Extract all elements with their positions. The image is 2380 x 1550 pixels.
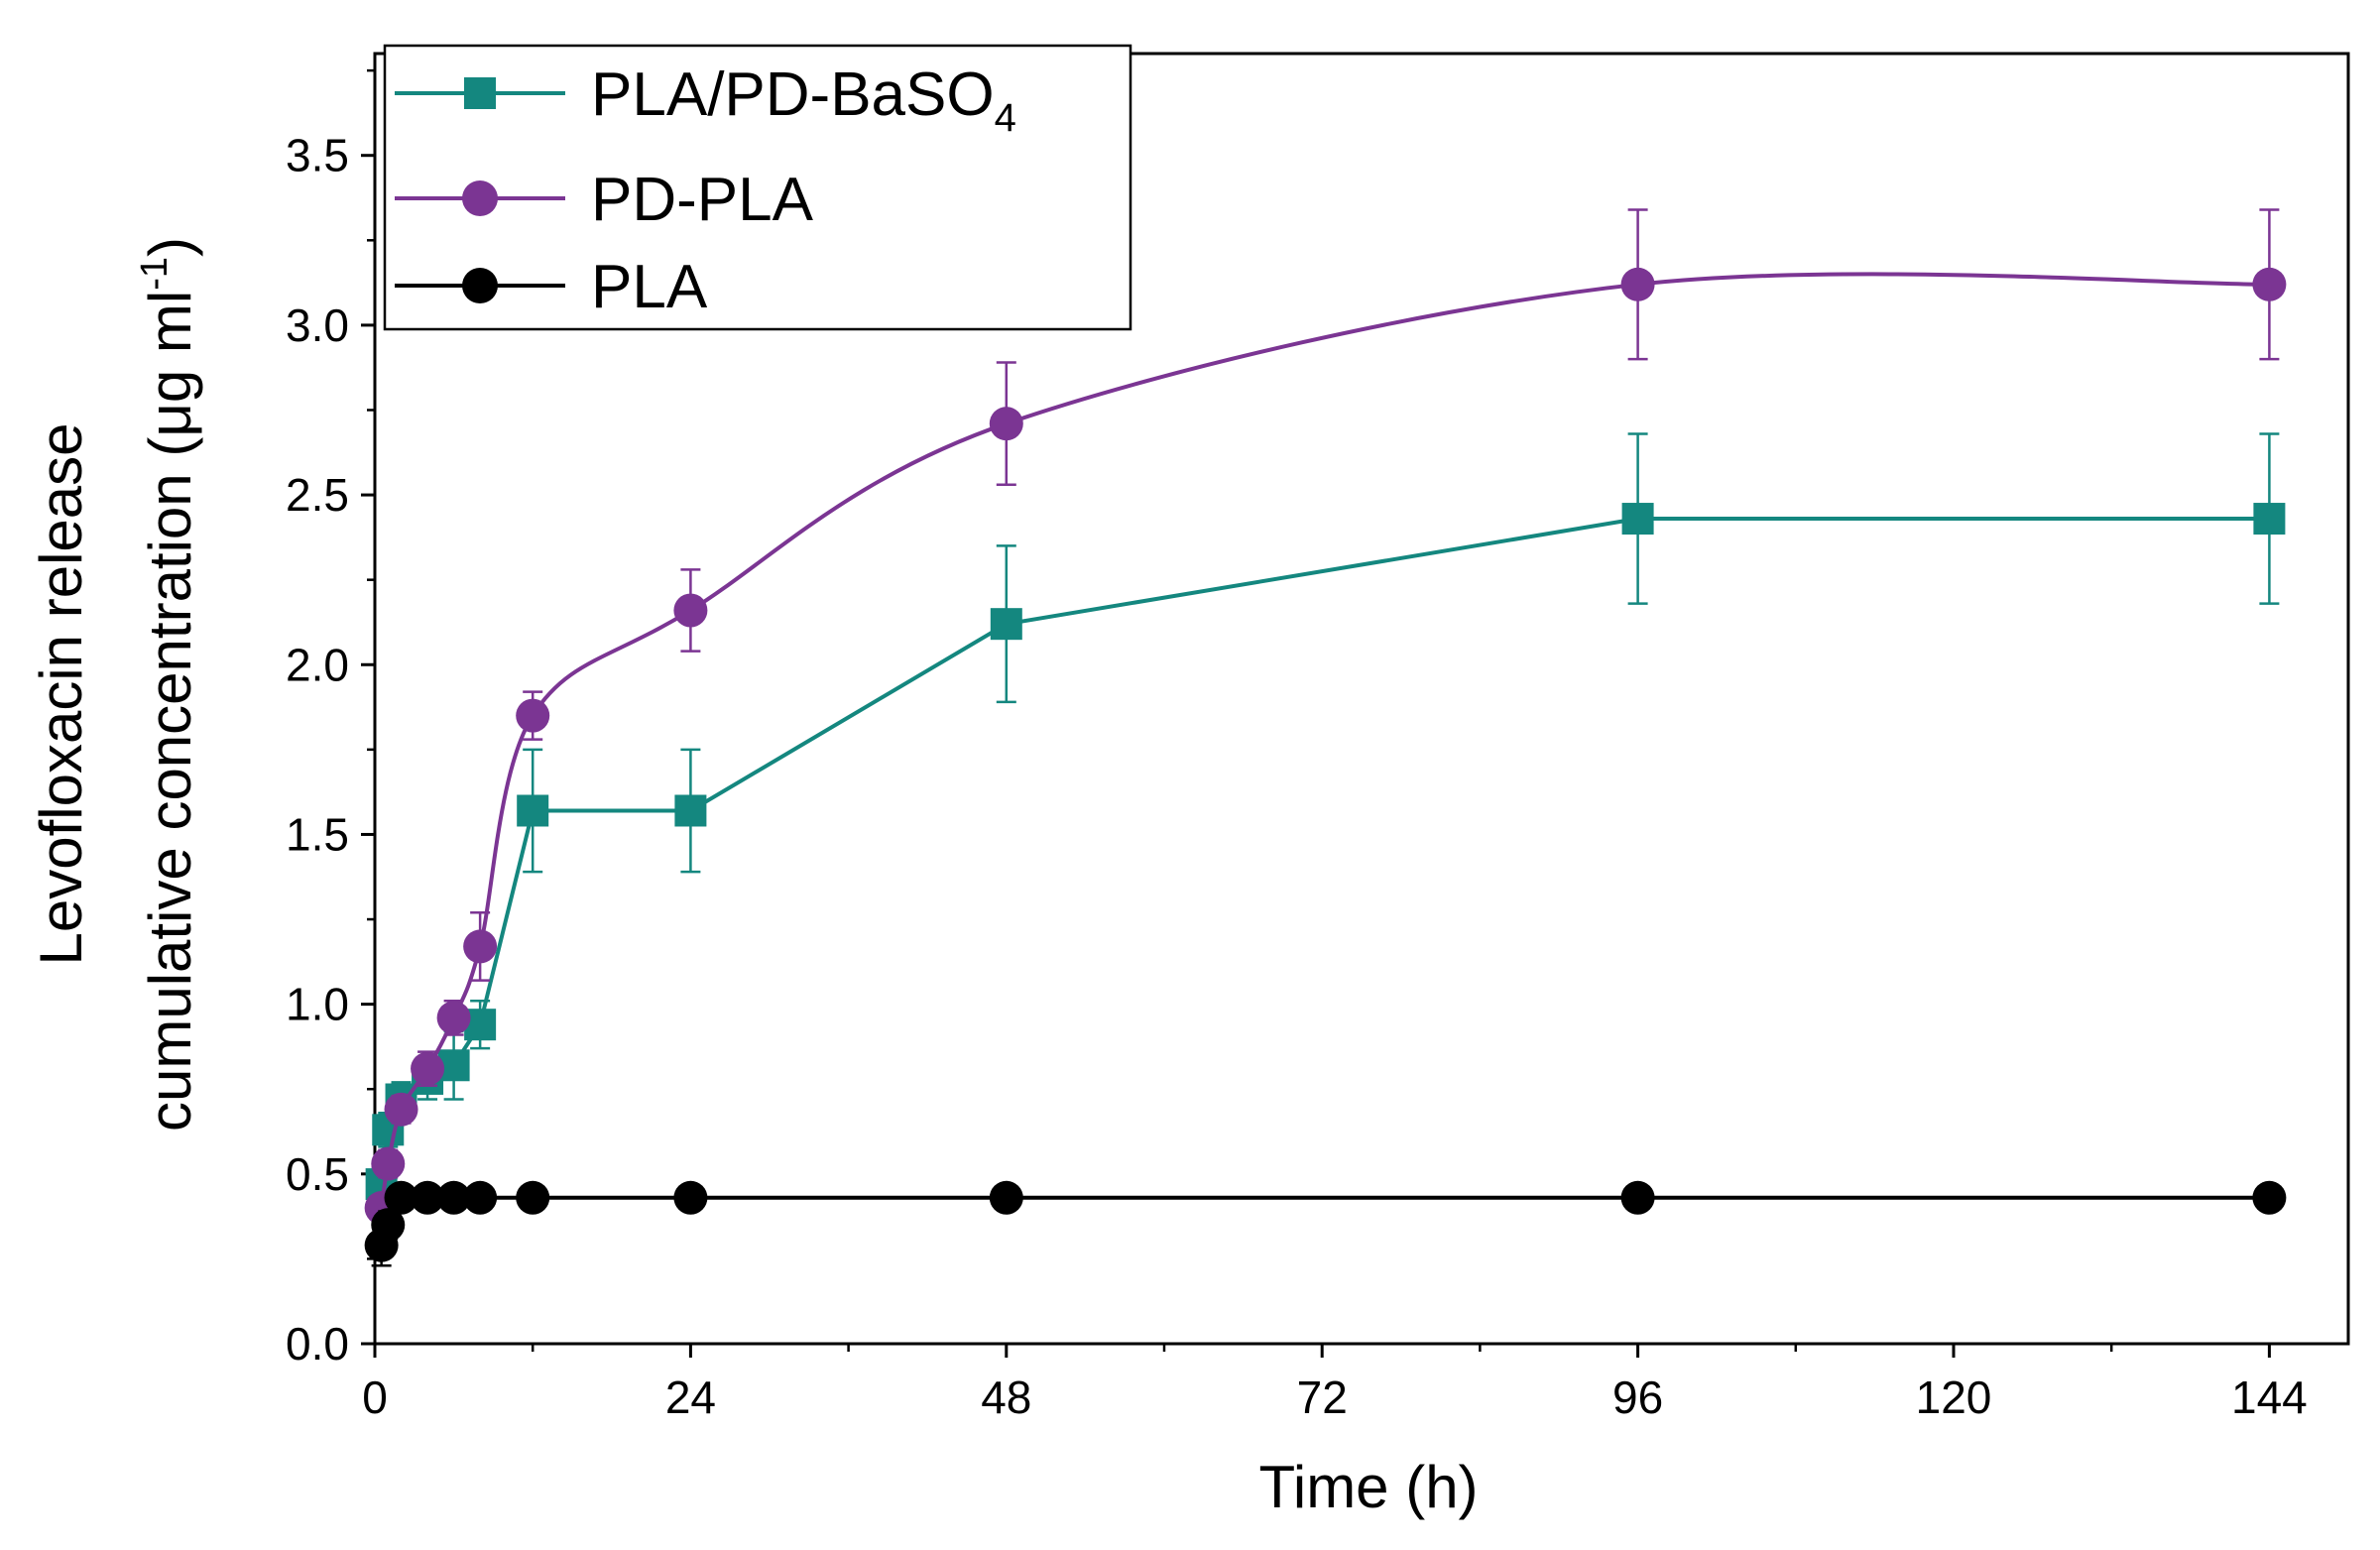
data-point — [436, 1180, 471, 1215]
data-point — [384, 1180, 418, 1215]
series-1 — [364, 208, 2287, 1226]
data-point — [463, 1180, 498, 1215]
legend-item-0: PLA/PD-BaSO4 — [395, 60, 1016, 140]
legend-label-subscript: 4 — [995, 96, 1016, 140]
y-tick-label: 0.5 — [286, 1148, 349, 1200]
y-tick-label: 3.5 — [286, 130, 349, 181]
data-point — [989, 1180, 1023, 1215]
legend-marker — [462, 268, 498, 303]
legend-item-1: PD-PLA — [395, 166, 814, 234]
legend-label: PLA/PD-BaSO4 — [591, 60, 1016, 140]
data-point — [384, 1092, 418, 1127]
y-axis-title-line1: Levofloxacin release — [28, 422, 94, 965]
y-axis-title-line2-main: cumulative concentration (μg ml — [137, 291, 203, 1132]
series-layer — [364, 208, 2287, 1267]
data-point — [463, 929, 498, 964]
data-point — [411, 1180, 445, 1215]
x-tick-label: 72 — [1297, 1371, 1348, 1423]
y-tick-label: 3.0 — [286, 299, 349, 351]
x-tick-label: 0 — [362, 1371, 388, 1423]
x-tick-label: 48 — [981, 1371, 1031, 1423]
legend-item-2: PLA — [395, 253, 708, 321]
data-point — [2252, 1180, 2287, 1215]
data-point — [673, 593, 708, 628]
legend-label-text: PD-PLA — [591, 166, 814, 234]
data-point — [674, 794, 707, 827]
y-tick-label: 2.0 — [286, 639, 349, 690]
x-tick-label: 144 — [2231, 1371, 2308, 1423]
x-axis-title: Time (h) — [1258, 1454, 1478, 1520]
legend-label-text: PLA/PD-BaSO — [591, 60, 995, 129]
data-point — [1621, 503, 1654, 536]
axes: 0.0 0.5 1.0 1.5 2.0 2.5 3.0 3.5 0 24 48 72 96 120 144 — [286, 52, 2350, 1423]
legend-marker — [464, 77, 496, 109]
data-point — [2252, 267, 2287, 301]
data-point — [1620, 1180, 1655, 1215]
data-point — [436, 1001, 471, 1035]
data-point — [1620, 267, 1655, 301]
series-line — [379, 272, 2270, 1209]
legend-label: PD-PLA — [591, 166, 814, 234]
plot-frame — [373, 52, 2350, 1346]
data-point — [371, 1146, 406, 1181]
x-tick-label: 96 — [1612, 1371, 1663, 1423]
data-point — [989, 407, 1023, 441]
data-point — [990, 608, 1022, 641]
data-point — [517, 794, 549, 827]
series-line — [379, 1193, 2270, 1247]
y-tick-label: 0.0 — [286, 1318, 349, 1370]
legend-marker — [462, 180, 498, 216]
data-point — [516, 698, 550, 733]
data-point — [673, 1180, 708, 1215]
series-line — [379, 517, 2270, 1185]
legend-label-text: PLA — [591, 253, 708, 321]
y-axis-title: Levofloxacin release — [28, 422, 94, 965]
y-tick-label: 1.0 — [286, 979, 349, 1030]
y-axis-title-close: ) — [137, 237, 203, 257]
series-0 — [365, 432, 2286, 1203]
y-tick-label: 2.5 — [286, 469, 349, 521]
data-point — [2253, 503, 2286, 536]
x-tick-label: 24 — [665, 1371, 716, 1423]
y-axis-title-superscript: -1 — [134, 257, 176, 291]
data-point — [371, 1208, 406, 1243]
data-point — [516, 1180, 550, 1215]
y-axis-title-2: cumulative concentration (μg ml-1) — [134, 237, 203, 1132]
y-tick-label: 1.5 — [286, 808, 349, 860]
legend: PLA/PD-BaSO4 PD-PLA PLA — [383, 44, 1132, 331]
series-2 — [364, 1180, 2287, 1267]
x-tick-label: 120 — [1916, 1371, 1992, 1423]
data-point — [411, 1051, 445, 1086]
y-axis-title-line2: cumulative concentration (μg ml-1) — [134, 237, 203, 1132]
legend-label: PLA — [591, 253, 708, 321]
